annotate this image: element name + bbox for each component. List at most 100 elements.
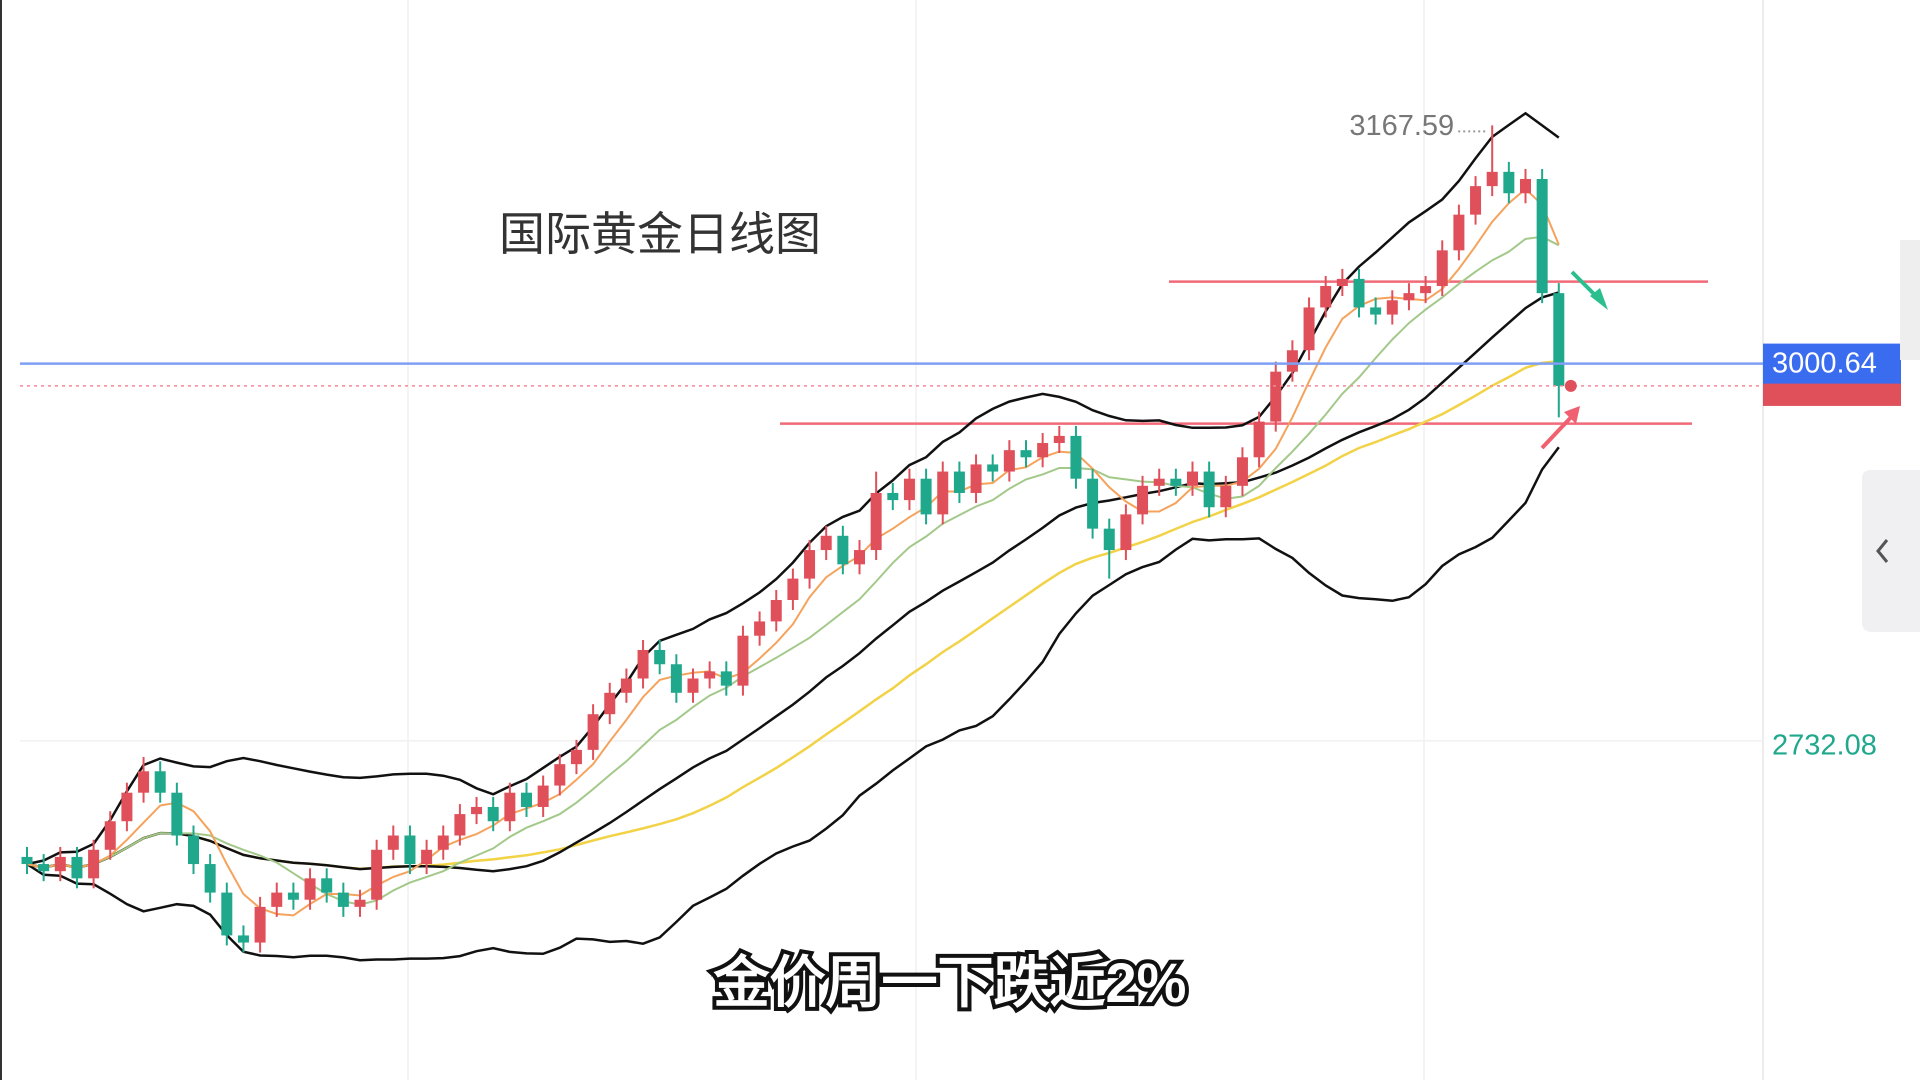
candle-body	[720, 671, 732, 686]
candle-body	[1353, 278, 1365, 308]
candle-body	[937, 471, 949, 515]
candle-body	[620, 678, 632, 693]
candle-body	[1386, 300, 1398, 315]
candle-body	[1103, 528, 1115, 551]
candle-body	[88, 849, 100, 879]
candle-body	[570, 749, 582, 765]
candle-body	[903, 478, 915, 501]
candle-body	[1037, 443, 1049, 458]
chevron-icon	[1876, 539, 1889, 563]
candle-body	[1053, 435, 1065, 444]
candle-body	[887, 492, 899, 501]
candle-body	[1120, 514, 1132, 551]
arrow-head	[1590, 288, 1608, 310]
arrow-head	[1564, 406, 1580, 424]
candle-body	[38, 864, 50, 872]
candle-body	[754, 621, 766, 636]
candle-body	[237, 935, 249, 943]
candle-body	[737, 635, 749, 686]
candle-body	[188, 835, 199, 865]
candle-body	[1137, 485, 1149, 515]
candle-body	[1403, 293, 1415, 301]
candle-body	[1553, 293, 1565, 386]
candle-body	[1286, 350, 1298, 372]
bollinger-upper	[26, 111, 1560, 866]
candle-body	[820, 535, 832, 551]
candle-body	[1336, 278, 1348, 287]
last-close-dot	[1564, 379, 1577, 392]
bollinger-middle	[26, 291, 1560, 873]
candle-body	[1070, 435, 1082, 479]
candle-body	[670, 664, 682, 693]
candle-body	[654, 649, 666, 665]
candle-body	[704, 671, 716, 679]
candle-body	[804, 550, 816, 579]
candle-body	[1420, 286, 1432, 294]
candle-body	[1187, 471, 1198, 486]
candle-body	[1536, 178, 1548, 294]
candle-body	[1220, 485, 1232, 508]
bollinger-lower	[26, 446, 1560, 962]
candle-body	[71, 856, 83, 879]
candle-body	[1503, 171, 1515, 194]
candle-body	[104, 821, 116, 850]
side-panel-toggle[interactable]	[1862, 470, 1920, 632]
candle-body	[1170, 478, 1182, 486]
plot: 2732.08 3167.59 3000.64	[20, 110, 1901, 962]
moving-average	[26, 235, 1560, 906]
candle-body	[1520, 178, 1531, 194]
candle-body	[870, 492, 882, 551]
candle-body	[1303, 307, 1315, 351]
candle-body	[504, 792, 516, 822]
candle-body	[837, 535, 849, 565]
candle-body	[1003, 450, 1015, 472]
candle-body	[1253, 421, 1265, 458]
candle-body	[920, 478, 932, 515]
candle-body	[454, 814, 466, 836]
candle-body	[387, 835, 399, 850]
candle-body	[321, 878, 333, 893]
candle-body	[554, 764, 566, 786]
candle-body	[770, 600, 782, 622]
vertical-grid	[407, 0, 1764, 1080]
price-tag	[1763, 343, 1901, 384]
candle-body	[953, 471, 965, 493]
candle-body	[1153, 478, 1165, 486]
candle-body	[1320, 286, 1332, 308]
candle-body	[271, 892, 283, 907]
candle-body	[154, 771, 166, 793]
candle-body	[437, 835, 449, 850]
candle-body	[221, 892, 233, 936]
candle-body	[371, 849, 383, 900]
candle-body	[1370, 307, 1382, 315]
candle-body	[1486, 171, 1498, 187]
candle-body	[787, 578, 799, 601]
candle-body	[537, 785, 549, 807]
candle-body	[254, 906, 266, 943]
candle-body	[1203, 471, 1215, 508]
price-tag-label: 3000.64	[1772, 347, 1877, 379]
subtitle-caption: 金价周一下跌近2%	[713, 951, 1187, 1014]
candle-body	[171, 792, 183, 836]
moving-average	[26, 187, 1560, 917]
candle-body	[304, 878, 316, 900]
candle-body	[1453, 214, 1465, 251]
candle-body	[354, 899, 366, 907]
candle-body	[204, 864, 216, 893]
chart-title: 国际黄金日线图	[499, 208, 821, 260]
candle-body	[1020, 450, 1032, 458]
candle-body	[337, 892, 349, 907]
candle-body	[421, 849, 433, 865]
candle-body	[587, 714, 599, 750]
y-tick-label: 2732.08	[1772, 730, 1877, 762]
candle-body	[1270, 371, 1282, 422]
edge-shadow	[1900, 240, 1920, 360]
candle-body	[604, 692, 616, 715]
candle-body	[21, 856, 33, 865]
candle-body	[637, 649, 649, 679]
candle-body	[54, 856, 66, 872]
candle-body	[138, 771, 150, 793]
candle-body	[287, 892, 299, 900]
